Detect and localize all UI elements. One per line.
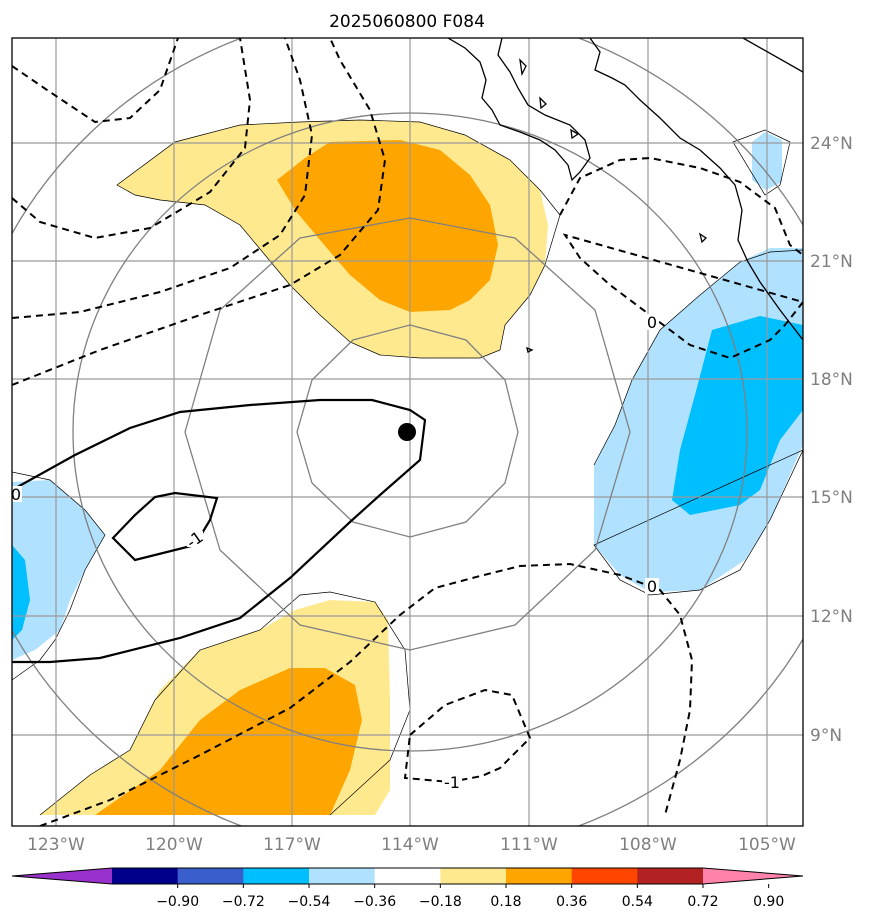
outline-northeast bbox=[732, 129, 791, 196]
lon-label-114w: 114°W bbox=[381, 835, 439, 855]
map-area: 0 0 0 -1 -1 bbox=[11, 38, 803, 826]
lat-label-21n: 21°N bbox=[810, 252, 853, 272]
colorbar-segment bbox=[571, 868, 638, 884]
plot-frame bbox=[11, 37, 804, 827]
colorbar-tick-label: 0.18 bbox=[490, 894, 521, 910]
outline-north bbox=[116, 119, 561, 359]
lon-label-120w: 120°W bbox=[145, 835, 203, 855]
outline-west bbox=[12, 471, 106, 681]
solid-contour-outer bbox=[12, 398, 427, 664]
colorbar-segment bbox=[243, 868, 310, 884]
lat-label-12n: 12°N bbox=[810, 607, 853, 627]
colorbar-extend-max bbox=[703, 868, 803, 884]
contour-label-zero-west: 0 bbox=[11, 485, 21, 504]
dashed-contour-4 bbox=[12, 38, 387, 386]
range-ring-2 bbox=[184, 217, 631, 651]
lat-label-9n: 9°N bbox=[810, 726, 842, 746]
colorbar-tick-label: 0.72 bbox=[687, 894, 718, 910]
colorbar-segment bbox=[177, 868, 244, 884]
colorbar-outline bbox=[11, 867, 804, 885]
colorbar-tick-label: −0.90 bbox=[156, 894, 199, 910]
contour-label-minus-one-south: -1 bbox=[444, 773, 460, 792]
contour-label-zero-north: 0 bbox=[647, 313, 657, 332]
colorbar-tick-label: 0.54 bbox=[622, 894, 653, 910]
outline-east bbox=[593, 249, 803, 596]
colorbar-tick-label: −0.18 bbox=[419, 894, 462, 910]
colorbar-tick-label: −0.54 bbox=[288, 894, 331, 910]
us-border-line bbox=[742, 38, 803, 73]
colorbar-segment bbox=[112, 868, 179, 884]
positive-strong-north bbox=[277, 140, 498, 312]
solid-contours bbox=[12, 398, 427, 664]
shaded-field bbox=[12, 120, 803, 815]
lat-tick-labels: 24°N 21°N 18°N 15°N 12°N 9°N bbox=[810, 134, 853, 746]
negative-anomaly-west bbox=[12, 480, 105, 660]
colorbar-tick-label: 0.36 bbox=[556, 894, 587, 910]
range-ring-3 bbox=[72, 112, 748, 752]
dashed-contour-2 bbox=[12, 38, 252, 240]
lon-label-123w: 123°W bbox=[27, 835, 85, 855]
range-ring-1 bbox=[296, 324, 519, 538]
lon-label-111w: 111°W bbox=[500, 835, 558, 855]
negative-strong-east bbox=[672, 316, 803, 515]
mainland-mexico-coast bbox=[589, 38, 803, 341]
lon-label-108w: 108°W bbox=[619, 835, 677, 855]
lon-tick-labels: 123°W 120°W 117°W 114°W 111°W 108°W 105°… bbox=[27, 835, 796, 855]
baja-peninsula-coast bbox=[447, 38, 591, 182]
dashed-contour-zero-north bbox=[559, 156, 803, 360]
gulf-islands bbox=[519, 58, 708, 353]
contour-label-zero-south: 0 bbox=[647, 577, 657, 596]
graticule bbox=[12, 38, 803, 826]
lat-label-15n: 15°N bbox=[810, 488, 853, 508]
lat-label-18n: 18°N bbox=[810, 370, 853, 390]
dashed-contour-1 bbox=[12, 38, 179, 124]
colorbar: −0.90 −0.72 −0.54 −0.36 −0.18 0.18 0.36 0.54 0.7… bbox=[11, 867, 804, 910]
dashed-contour-zero-south bbox=[39, 562, 694, 826]
lon-label-117w: 117°W bbox=[263, 835, 321, 855]
dashed-contour-minus-one bbox=[403, 688, 532, 784]
range-rings bbox=[12, 38, 803, 826]
colorbar-tick-label: −0.36 bbox=[353, 894, 396, 910]
colorbar-extend-min bbox=[12, 868, 112, 884]
coastline bbox=[447, 38, 803, 353]
contour-labels: 0 0 0 -1 -1 bbox=[11, 313, 659, 792]
colorbar-segment bbox=[309, 868, 376, 884]
colorbar-tick-label: 0.90 bbox=[753, 894, 784, 910]
solid-contour-inner bbox=[111, 491, 219, 562]
lon-label-105w: 105°W bbox=[738, 835, 796, 855]
colorbar-tick-label: −0.72 bbox=[222, 894, 265, 910]
colorbar-segment bbox=[506, 868, 573, 884]
colorbar-segment bbox=[440, 868, 507, 884]
colorbar-segment bbox=[374, 868, 441, 884]
colorbar-segment bbox=[637, 868, 704, 884]
dashed-contours bbox=[12, 38, 803, 826]
lat-label-24n: 24°N bbox=[810, 134, 853, 154]
plot-title: 2025060800 F084 bbox=[329, 12, 485, 32]
storm-center-marker bbox=[398, 423, 416, 441]
